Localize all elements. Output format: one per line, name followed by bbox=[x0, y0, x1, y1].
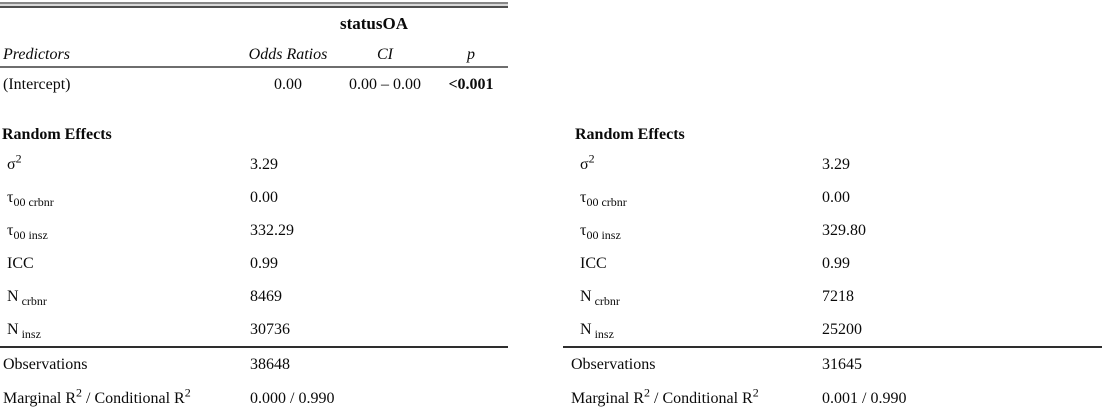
col-header-p: p bbox=[467, 46, 475, 63]
observations-label: Observations bbox=[3, 356, 88, 373]
tau-symbol: τ bbox=[7, 188, 14, 206]
tau-symbol: τ bbox=[580, 188, 587, 206]
tau00-crbnr-value: 0.00 bbox=[822, 188, 850, 206]
sigma2-value: 3.29 bbox=[250, 155, 278, 173]
icc-label: ICC bbox=[7, 254, 34, 272]
icc-value: 0.99 bbox=[250, 254, 278, 272]
re-row-tau00-crbnr: τ00 crbnr 0.00 bbox=[7, 188, 278, 209]
observations-row: Observations 38648 bbox=[0, 346, 508, 382]
re-row-tau00-insz: τ00 insz 329.80 bbox=[580, 221, 866, 242]
re-row-sigma2: σ2 3.29 bbox=[7, 151, 278, 173]
re-row-n-insz: N insz 30736 bbox=[7, 320, 290, 341]
tau-symbol: τ bbox=[7, 221, 14, 239]
n-label: N bbox=[580, 320, 592, 338]
r2-value: 0.001 / 0.990 bbox=[822, 390, 907, 407]
n-label: N bbox=[7, 320, 19, 338]
tau00-insz-value: 329.80 bbox=[822, 221, 866, 239]
n-insz-value: 30736 bbox=[250, 320, 290, 338]
r2-label: Marginal R2 / Conditional R2 bbox=[571, 385, 759, 407]
re-row-n-crbnr: N crbnr 7218 bbox=[580, 287, 854, 308]
re-row-icc: ICC 0.99 bbox=[563, 247, 1102, 280]
tau00-crbnr-value: 0.00 bbox=[250, 188, 278, 206]
model-title: statusOA bbox=[339, 14, 408, 33]
model-header-row: statusOA bbox=[0, 8, 508, 40]
tau-symbol: τ bbox=[580, 221, 587, 239]
re-row-tau00-insz: τ00 insz 332.29 bbox=[7, 221, 294, 242]
icc-label: ICC bbox=[580, 254, 607, 272]
icc-value: 0.99 bbox=[822, 254, 850, 272]
random-effects-section-left: Random Effects σ2 3.29 τ00 crbnr 0.00 τ0… bbox=[0, 122, 508, 413]
intercept-ci: 0.00 – 0.00 bbox=[349, 76, 421, 93]
col-header-odds-ratios: Odds Ratios bbox=[248, 46, 328, 63]
col-header-predictors: Predictors bbox=[3, 46, 70, 63]
random-effects-title: Random Effects bbox=[2, 126, 112, 143]
col-header-ci: CI bbox=[377, 46, 393, 63]
random-effects-title: Random Effects bbox=[575, 126, 685, 143]
model-table-left: statusOA Predictors Odds Ratios CI p (In… bbox=[0, 0, 508, 407]
r2-value: 0.000 / 0.990 bbox=[250, 390, 335, 407]
sigma-symbol: σ bbox=[7, 155, 16, 173]
re-row-n-insz: N insz 25200 bbox=[580, 320, 862, 341]
intercept-label: (Intercept) bbox=[3, 76, 71, 93]
re-row-icc: ICC 0.99 bbox=[0, 247, 508, 280]
observations-label: Observations bbox=[571, 356, 656, 373]
r2-row: Marginal R2 / Conditional R2 0.000 / 0.9… bbox=[0, 382, 508, 413]
tau00-insz-value: 332.29 bbox=[250, 221, 294, 239]
observations-value: 38648 bbox=[250, 356, 290, 373]
n-insz-value: 25200 bbox=[822, 320, 862, 338]
n-crbnr-value: 8469 bbox=[250, 287, 282, 305]
intercept-odds-ratio: 0.00 bbox=[274, 76, 302, 93]
observations-value: 31645 bbox=[822, 356, 862, 373]
column-header-row: Predictors Odds Ratios CI p bbox=[0, 40, 508, 68]
r2-row: Marginal R2 / Conditional R2 0.001 / 0.9… bbox=[563, 382, 1102, 413]
re-row-tau00-crbnr: τ00 crbnr 0.00 bbox=[580, 188, 850, 209]
intercept-p-value: <0.001 bbox=[448, 76, 494, 93]
re-row-n-crbnr: N crbnr 8469 bbox=[7, 287, 282, 308]
n-label: N bbox=[580, 287, 592, 305]
table-top-double-rule bbox=[0, 2, 508, 8]
sigma2-value: 3.29 bbox=[822, 155, 850, 173]
n-crbnr-value: 7218 bbox=[822, 287, 854, 305]
random-effects-section-right: Random Effects σ2 3.29 τ00 crbnr 0.00 τ0… bbox=[563, 122, 1102, 413]
n-label: N bbox=[7, 287, 19, 305]
r2-label: Marginal R2 / Conditional R2 bbox=[3, 385, 191, 407]
re-row-sigma2: σ2 3.29 bbox=[580, 151, 850, 173]
sigma-symbol: σ bbox=[580, 155, 589, 173]
intercept-row: (Intercept) 0.00 0.00 – 0.00 <0.001 bbox=[0, 68, 508, 102]
observations-row: Observations 31645 bbox=[563, 346, 1102, 382]
